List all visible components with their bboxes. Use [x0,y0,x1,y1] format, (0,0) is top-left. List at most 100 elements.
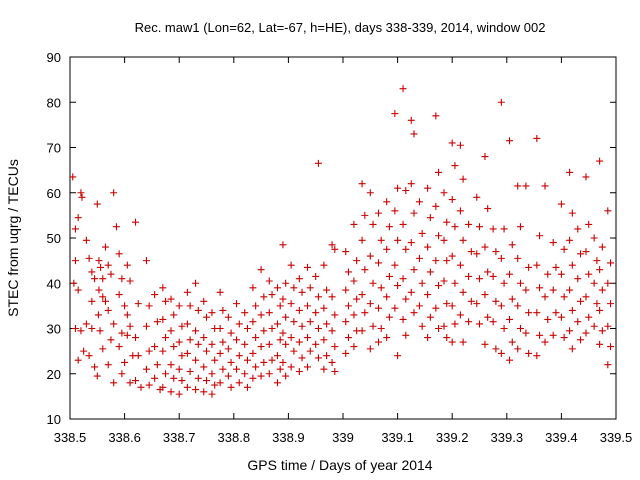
data-point [295,367,303,375]
data-point [533,309,541,317]
data-point [91,275,99,283]
data-point [353,295,361,303]
data-point [377,236,385,244]
data-point [101,297,109,305]
data-point [170,311,178,319]
x-tick-label: 338.6 [108,430,141,445]
data-point [265,309,273,317]
data-point [506,356,514,364]
data-point [110,379,118,387]
data-point [265,340,273,348]
data-point [391,207,399,215]
data-point [276,365,284,373]
data-point [287,334,295,342]
data-point [219,306,227,314]
y-tick-label: 90 [47,50,61,65]
data-point [557,200,565,208]
x-tick-label: 339.2 [436,430,469,445]
data-point [489,318,497,326]
data-point [290,284,298,292]
x-tick-label: 339 [332,430,354,445]
data-point [227,383,235,391]
data-point [219,365,227,373]
data-point [186,302,194,310]
data-point [596,157,604,165]
data-point [151,343,159,351]
data-point [544,270,552,278]
data-point [506,270,514,278]
data-point [82,236,90,244]
data-point [71,257,79,265]
data-point [435,282,443,290]
data-point [74,356,82,364]
data-point [252,302,260,310]
data-point [183,320,191,328]
data-point [582,173,590,181]
data-point [194,374,202,382]
data-point [361,309,369,317]
data-point [265,277,273,285]
data-point [383,198,391,206]
data-point [137,383,145,391]
data-point [276,336,284,344]
data-point [440,322,448,330]
data-point [162,334,170,342]
y-tick-label: 10 [47,412,61,427]
data-point [126,322,134,330]
data-point [566,236,574,244]
data-point [574,275,582,283]
data-point [514,302,522,310]
data-point [549,239,557,247]
data-point [97,263,105,271]
data-point [203,347,210,355]
data-point [443,300,451,308]
data-point [273,352,281,360]
data-point [208,390,216,398]
data-point [448,338,456,346]
data-point [142,257,150,265]
data-point [577,297,585,305]
data-point [93,372,101,380]
data-point [132,218,140,226]
data-point [295,338,303,346]
data-point [268,325,276,332]
data-point [331,367,339,375]
data-point [121,358,129,366]
data-point [132,334,140,342]
data-point [200,297,208,305]
data-point [432,112,440,120]
data-point [604,361,612,369]
data-point [497,302,505,310]
data-point [69,173,77,181]
y-tick-label: 60 [47,186,61,201]
data-point [80,347,88,355]
data-point [134,300,142,308]
data-point [492,297,500,305]
data-point [290,347,298,355]
data-point [383,293,391,301]
data-point [459,175,467,183]
data-point [451,320,459,328]
data-point [473,250,481,258]
data-point [514,182,522,190]
data-point [121,302,129,310]
data-point [298,354,306,362]
data-point [467,297,475,305]
data-point [549,331,557,339]
data-points [69,85,615,398]
data-point [224,313,232,321]
data-point [456,141,464,149]
data-point [200,334,208,342]
data-point [145,302,153,310]
data-point [383,245,391,253]
data-point [74,214,82,222]
data-point [391,261,399,269]
data-point [342,286,350,294]
y-tick-label: 70 [47,141,61,156]
data-point [99,275,107,283]
data-point [506,137,514,145]
data-point [516,325,524,332]
data-point [175,365,183,373]
data-point [508,338,516,346]
data-point [415,302,423,310]
